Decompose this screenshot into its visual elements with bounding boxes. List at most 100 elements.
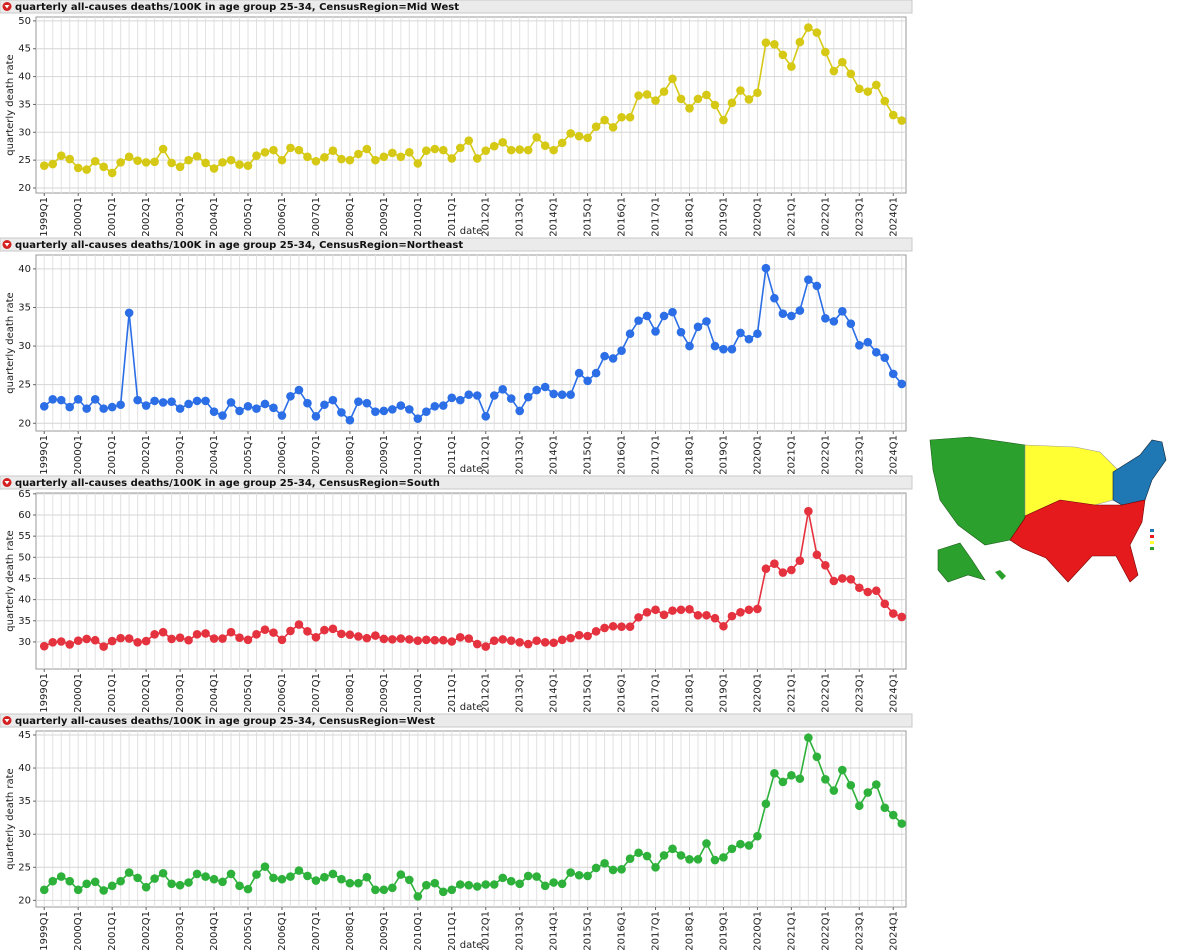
- data-point: [472, 154, 482, 163]
- x-tick-label: 2007Q1: [311, 197, 322, 237]
- data-point: [99, 886, 108, 895]
- data-point: [48, 159, 58, 169]
- x-tick-label: 2002Q1: [141, 197, 152, 237]
- data-point: [388, 635, 397, 644]
- data-point: [702, 610, 711, 620]
- data-point: [744, 605, 754, 615]
- x-tick-label: 2014Q1: [549, 197, 560, 237]
- x-tick-label: 2017Q1: [651, 435, 662, 475]
- data-point: [362, 872, 372, 882]
- data-point: [438, 401, 448, 410]
- data-point: [778, 568, 788, 577]
- data-point: [761, 38, 771, 47]
- data-point: [167, 397, 176, 406]
- x-tick-label: 2011Q1: [447, 435, 458, 475]
- x-tick-label: 2024Q1: [888, 911, 899, 951]
- data-point: [405, 635, 414, 644]
- x-tick-label: 2022Q1: [820, 435, 831, 475]
- data-point: [39, 885, 49, 895]
- x-tick-label: 2015Q1: [583, 911, 594, 951]
- data-point: [566, 390, 575, 400]
- data-point: [506, 636, 516, 645]
- data-point: [371, 885, 380, 895]
- plot-frame: [35, 492, 907, 670]
- data-point: [396, 152, 406, 162]
- data-point: [124, 152, 134, 162]
- data-point: [727, 344, 737, 354]
- data-point: [107, 168, 117, 178]
- data-point: [345, 878, 355, 888]
- x-tick-label: 2012Q1: [481, 435, 492, 475]
- x-tick-label: 2009Q1: [379, 673, 390, 713]
- data-point: [303, 627, 312, 636]
- x-tick-label: 2008Q1: [345, 197, 356, 237]
- data-point: [634, 91, 643, 100]
- data-point: [498, 873, 508, 883]
- data-point: [787, 311, 796, 321]
- data-point: [65, 876, 75, 886]
- x-tick-label: 2016Q1: [617, 197, 628, 237]
- data-point: [286, 143, 295, 153]
- x-tick-label: 2008Q1: [345, 435, 356, 475]
- data-point: [235, 881, 244, 891]
- data-point: [124, 634, 134, 643]
- data-point: [39, 401, 49, 411]
- data-point: [897, 612, 907, 622]
- data-point: [192, 151, 202, 161]
- data-point: [888, 810, 898, 820]
- map-legend-swatch: [1150, 535, 1154, 538]
- data-point: [39, 641, 49, 651]
- x-tick-label: 2004Q1: [209, 197, 220, 237]
- data-point: [753, 604, 762, 614]
- data-point: [294, 866, 304, 875]
- x-tick-label: 2021Q1: [786, 435, 797, 475]
- data-point: [668, 307, 677, 317]
- data-point: [303, 871, 312, 881]
- chart-title: quarterly all-causes deaths/100K in age …: [15, 478, 440, 489]
- x-tick-label: 2024Q1: [888, 673, 899, 713]
- data-point: [846, 575, 856, 584]
- x-tick-label: 2020Q1: [752, 435, 763, 475]
- data-point: [778, 309, 788, 318]
- data-point: [710, 341, 720, 351]
- x-tick-label: 2014Q1: [549, 435, 560, 475]
- x-tick-label: 2022Q1: [820, 197, 831, 237]
- data-point: [73, 885, 83, 895]
- data-point: [549, 638, 558, 648]
- data-point: [260, 148, 270, 157]
- data-point: [201, 396, 210, 406]
- data-point: [821, 47, 830, 57]
- data-point: [829, 786, 839, 795]
- data-point: [396, 634, 406, 643]
- x-tick-label: 2019Q1: [718, 673, 729, 713]
- y-tick-label: 25: [18, 155, 31, 166]
- x-tick-label: 2001Q1: [107, 197, 118, 237]
- disclosure-arrow: [4, 243, 10, 247]
- x-tick-label: 2008Q1: [345, 673, 356, 713]
- x-tick-label: 2016Q1: [617, 673, 628, 713]
- data-point: [141, 636, 151, 646]
- x-tick-label: 2011Q1: [447, 673, 458, 713]
- data-point: [192, 630, 202, 639]
- data-point: [133, 873, 142, 883]
- data-point: [379, 406, 389, 416]
- data-point: [846, 69, 856, 79]
- panel-header: [0, 0, 913, 14]
- data-point: [591, 122, 601, 132]
- data-point: [218, 411, 227, 420]
- data-point: [489, 636, 499, 645]
- data-point: [804, 733, 813, 742]
- data-point: [133, 395, 142, 405]
- x-tick-label: 2001Q1: [107, 673, 118, 713]
- chart-title: quarterly all-causes deaths/100K in age …: [15, 2, 459, 13]
- data-point: [328, 395, 338, 405]
- data-point: [693, 94, 703, 104]
- data-point: [676, 327, 686, 337]
- data-point: [99, 162, 108, 172]
- data-point: [413, 636, 423, 645]
- disclosure-arrow: [4, 719, 10, 723]
- data-point: [693, 610, 703, 620]
- data-point: [90, 395, 100, 404]
- disclosure-arrow: [4, 481, 10, 485]
- data-point: [192, 396, 202, 406]
